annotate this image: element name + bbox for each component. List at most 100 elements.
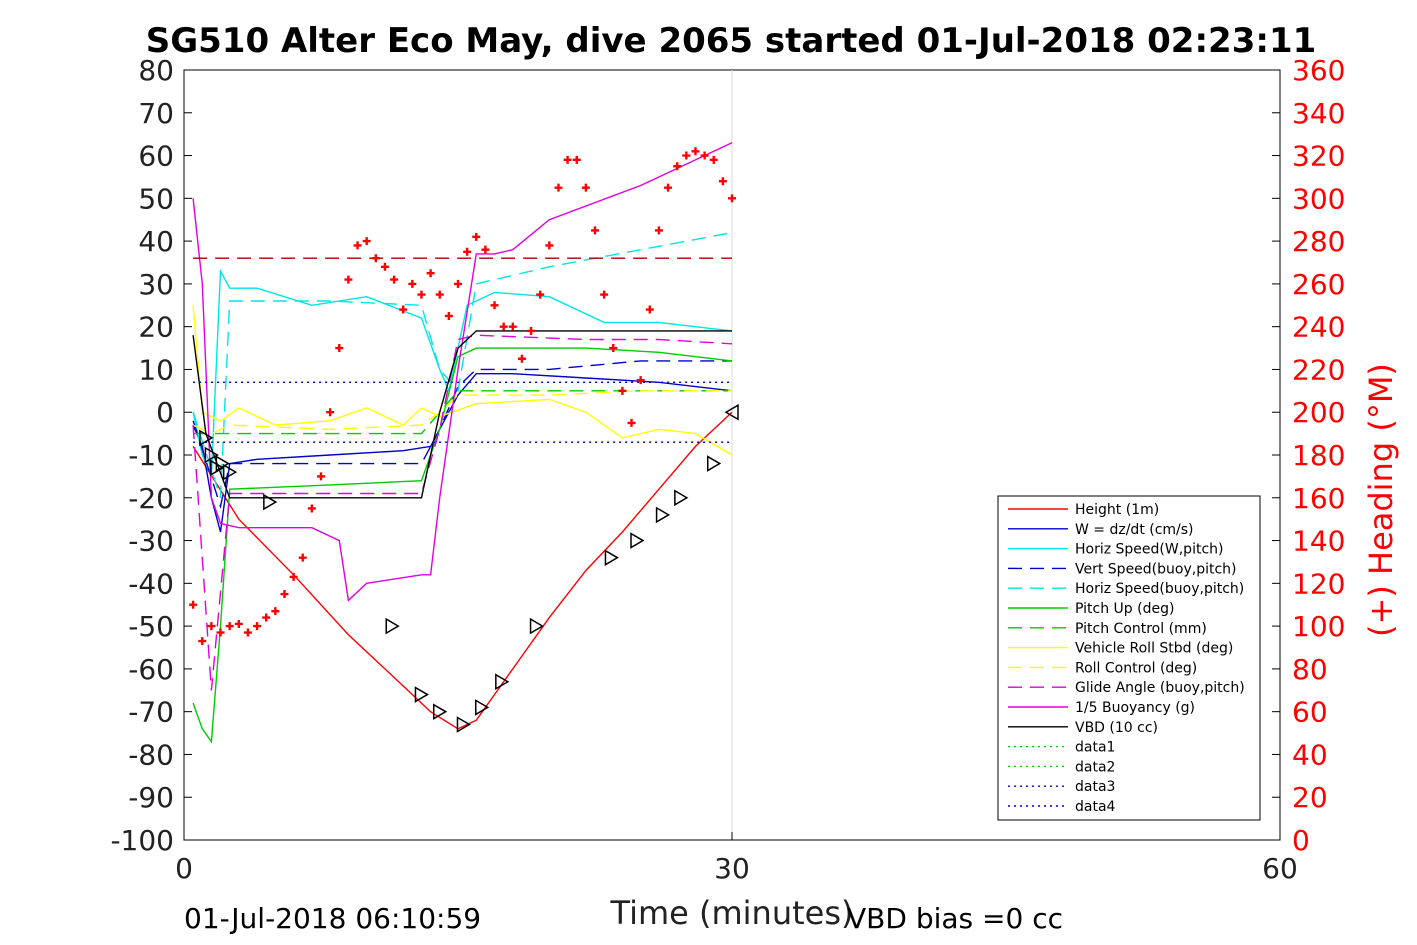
heading-marker xyxy=(408,279,417,288)
vbd-marker xyxy=(630,532,645,549)
heading-marker xyxy=(472,232,481,241)
heading-marker xyxy=(563,155,572,164)
heading-marker xyxy=(627,418,636,427)
left-tick-label: -80 xyxy=(128,738,174,771)
heading-marker xyxy=(362,237,371,246)
vbd-marker xyxy=(495,673,510,691)
right-tick-label: 0 xyxy=(1292,824,1310,857)
vbd-marker xyxy=(432,703,448,720)
right-tick-label: 200 xyxy=(1292,396,1345,429)
right-axis-label: (+) Heading (°M) xyxy=(1362,363,1400,637)
heading-marker xyxy=(198,637,207,646)
left-tick-label: -100 xyxy=(110,824,174,857)
left-tick-label: -30 xyxy=(128,525,174,558)
left-tick-label: 10 xyxy=(138,353,174,386)
left-tick-label: 70 xyxy=(138,97,174,130)
start-timestamp: 01-Jul-2018 06:10:59 xyxy=(184,902,481,935)
legend: Height (1m) W = dz/dt (cm/s) Horiz Speed(W… xyxy=(997,495,1261,821)
series-line-vbd-10-cc xyxy=(192,330,732,499)
heading-marker xyxy=(344,275,353,284)
right-y-axis: 3603403203002802602402202001801601401201… xyxy=(1272,54,1345,857)
right-tick-label: 40 xyxy=(1292,738,1328,771)
heading-marker xyxy=(280,590,289,599)
series-line-vehicle-roll-stbd-deg xyxy=(192,305,733,456)
heading-marker xyxy=(682,151,691,160)
x-axis: 0 30 60 xyxy=(175,832,1298,885)
legend-label: Vehicle Roll Stbd (deg) xyxy=(1075,641,1233,657)
left-tick-label: 40 xyxy=(138,225,174,258)
chart-title: SG510 Alter Eco May, dive 2065 started 0… xyxy=(146,21,1317,61)
legend-box xyxy=(997,495,1261,821)
heading-marker xyxy=(216,628,225,637)
legend-label: data2 xyxy=(1075,759,1115,775)
vbd-marker xyxy=(263,493,278,511)
vbd-bias-label: VBD bias =0 cc xyxy=(847,902,1063,935)
vbd-marker xyxy=(199,429,214,447)
vbd-marker xyxy=(204,446,219,464)
right-tick-label: 80 xyxy=(1292,653,1328,686)
heading-marker xyxy=(545,241,554,250)
legend-label: W = dz/dt (cm/s) xyxy=(1075,522,1194,538)
vbd-marker xyxy=(529,617,545,635)
series-line-pitch-control-mm xyxy=(193,390,732,435)
right-tick-label: 340 xyxy=(1292,97,1345,130)
x-tick-label: 60 xyxy=(1262,852,1298,885)
heading-marker xyxy=(463,247,472,256)
left-tick-label: -20 xyxy=(128,482,174,515)
right-tick-label: 300 xyxy=(1292,182,1345,215)
right-tick-label: 180 xyxy=(1292,439,1345,472)
series-line-1-5-buoyancy-g xyxy=(192,142,733,602)
right-tick-label: 20 xyxy=(1292,781,1328,814)
heading-marker xyxy=(335,344,344,353)
heading-marker xyxy=(243,628,252,637)
series-line-pitch-up-deg xyxy=(192,347,733,744)
vbd-marker xyxy=(655,506,671,524)
right-tick-label: 240 xyxy=(1292,311,1345,344)
heading-marker xyxy=(536,290,545,299)
legend-label: Horiz Speed(W,pitch) xyxy=(1075,542,1223,558)
heading-marker xyxy=(600,290,609,299)
heading-marker xyxy=(664,183,673,192)
vbd-marker xyxy=(724,403,739,421)
heading-marker xyxy=(380,262,389,271)
heading-marker xyxy=(581,183,590,192)
heading-marker xyxy=(572,155,581,164)
heading-marker xyxy=(481,245,490,254)
heading-marker xyxy=(728,194,736,203)
heading-marker xyxy=(490,301,499,310)
heading-marker xyxy=(691,147,700,156)
heading-marker xyxy=(271,607,280,616)
heading-marker xyxy=(353,241,362,250)
x-tick-label: 30 xyxy=(714,852,750,885)
legend-label: Pitch Up (deg) xyxy=(1075,601,1174,617)
heading-marker xyxy=(207,622,216,631)
heading-marker xyxy=(444,311,453,320)
right-tick-label: 320 xyxy=(1292,140,1345,173)
heading-marker xyxy=(517,354,526,363)
series-line-horiz-speed-w-pitch xyxy=(192,268,733,477)
series-line-horiz-speed-buoy-pitch xyxy=(192,231,733,499)
heading-marker xyxy=(234,619,243,628)
legend-label: Vert Speed(buoy,pitch) xyxy=(1075,561,1237,577)
left-y-axis: 80 70 60 50 40 30 20 10 0 -10 -20 -30 -40 -50 -60 -70 -8… xyxy=(110,54,192,857)
heading-marker xyxy=(326,408,335,417)
legend-label: Pitch Control (mm) xyxy=(1075,621,1207,637)
heading-marker xyxy=(618,386,627,395)
legend-label: Roll Control (deg) xyxy=(1075,660,1197,676)
right-tick-label: 100 xyxy=(1292,610,1345,643)
vbd-marker xyxy=(222,463,238,481)
heading-marker xyxy=(591,226,599,235)
left-tick-label: 30 xyxy=(138,268,174,301)
heading-marker xyxy=(262,613,271,622)
heading-marker xyxy=(673,162,682,171)
vbd-marker xyxy=(385,617,400,635)
vbd-marker xyxy=(215,455,230,472)
x-axis-label: Time (minutes) xyxy=(610,894,854,932)
heading-marker xyxy=(317,472,325,481)
heading-marker xyxy=(645,305,654,314)
heading-marker xyxy=(508,322,517,331)
legend-label: Glide Angle (buoy,pitch) xyxy=(1075,680,1245,696)
legend-label: data3 xyxy=(1075,779,1115,795)
heading-marker xyxy=(554,183,563,192)
